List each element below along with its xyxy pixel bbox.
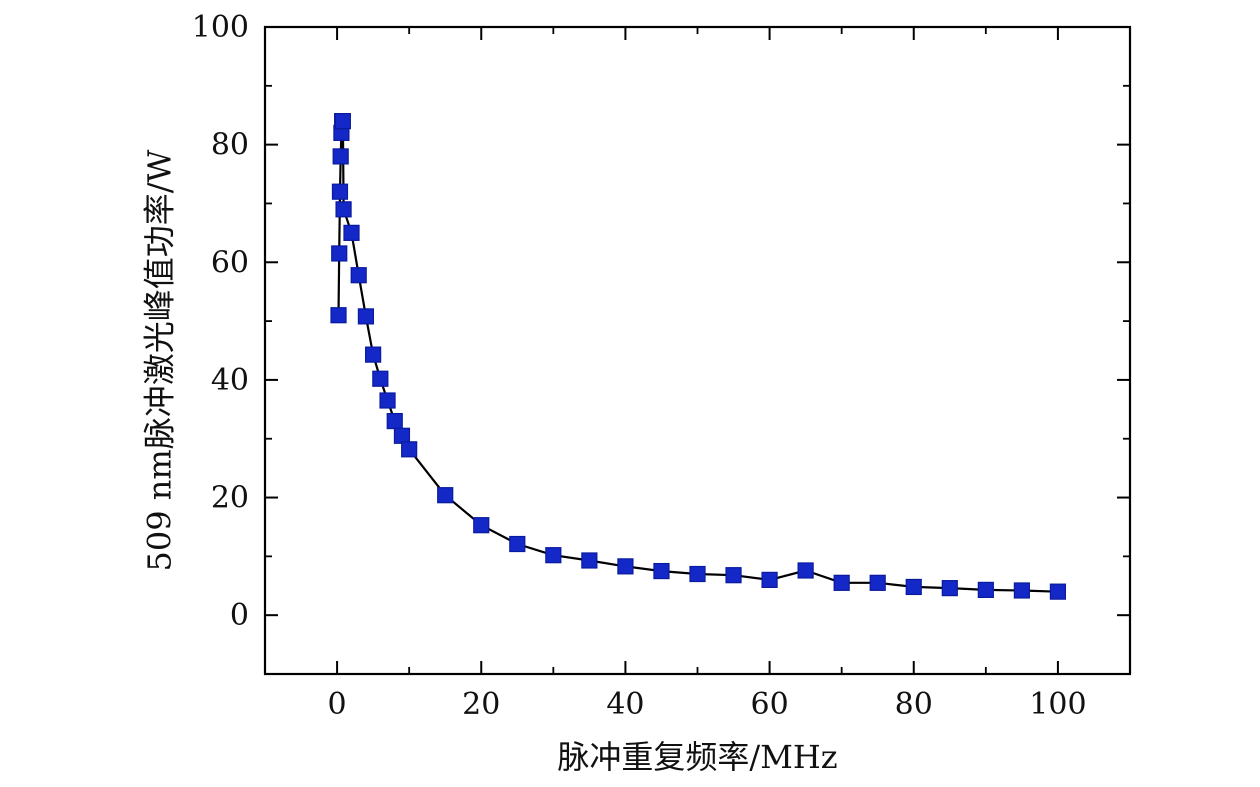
data-point xyxy=(509,535,526,553)
data-point xyxy=(725,567,742,584)
data-point xyxy=(941,580,958,597)
data-point xyxy=(617,558,634,575)
x-tick-label: 0 xyxy=(328,687,347,722)
data-point xyxy=(331,245,348,262)
series-line-layer xyxy=(337,119,1058,593)
data-point xyxy=(379,392,396,409)
data-point xyxy=(797,562,814,579)
data-point-layer xyxy=(330,113,1067,600)
data-point xyxy=(437,487,454,504)
data-point xyxy=(331,183,349,200)
y-tick-label: 40 xyxy=(211,363,249,398)
x-tick-label: 100 xyxy=(1029,687,1086,722)
x-tick-label: 40 xyxy=(606,687,644,722)
y-tick-label: 20 xyxy=(211,481,249,516)
tick-label-layer: 0 20 40 60 80 100 0 20 40 60 80 100 xyxy=(192,10,1087,722)
data-point xyxy=(905,578,922,596)
data-point xyxy=(357,308,375,325)
data-point xyxy=(335,201,352,218)
data-point xyxy=(401,441,418,458)
data-point xyxy=(653,562,670,580)
data-point xyxy=(545,547,562,564)
data-point xyxy=(334,113,351,130)
data-point xyxy=(1013,582,1030,599)
x-axis-title: 脉冲重复频率/MHz xyxy=(557,738,837,776)
data-point xyxy=(386,412,403,430)
data-point xyxy=(761,571,778,588)
y-tick-label: 60 xyxy=(211,245,249,280)
data-point xyxy=(473,517,490,534)
data-point xyxy=(689,565,706,583)
x-tick-label: 80 xyxy=(895,687,933,722)
y-tick-label: 100 xyxy=(192,10,249,45)
data-point xyxy=(330,307,347,324)
data-point xyxy=(833,574,850,591)
data-point xyxy=(332,148,349,165)
y-axis-title: 509 nm脉冲激光峰值功率/W xyxy=(141,149,179,571)
data-point xyxy=(372,370,389,387)
data-point xyxy=(365,346,382,363)
data-point xyxy=(1049,583,1067,600)
x-tick-label: 20 xyxy=(462,687,500,722)
data-point xyxy=(393,427,411,444)
y-tick-label: 0 xyxy=(230,598,249,633)
series-line xyxy=(337,119,1058,593)
data-point xyxy=(343,224,360,241)
data-point xyxy=(350,267,367,284)
axes-layer xyxy=(263,25,1132,676)
data-point xyxy=(581,552,598,569)
y-tick-label: 80 xyxy=(211,128,249,163)
data-point xyxy=(977,581,994,598)
x-tick-label: 60 xyxy=(750,687,788,722)
data-point xyxy=(869,574,886,591)
